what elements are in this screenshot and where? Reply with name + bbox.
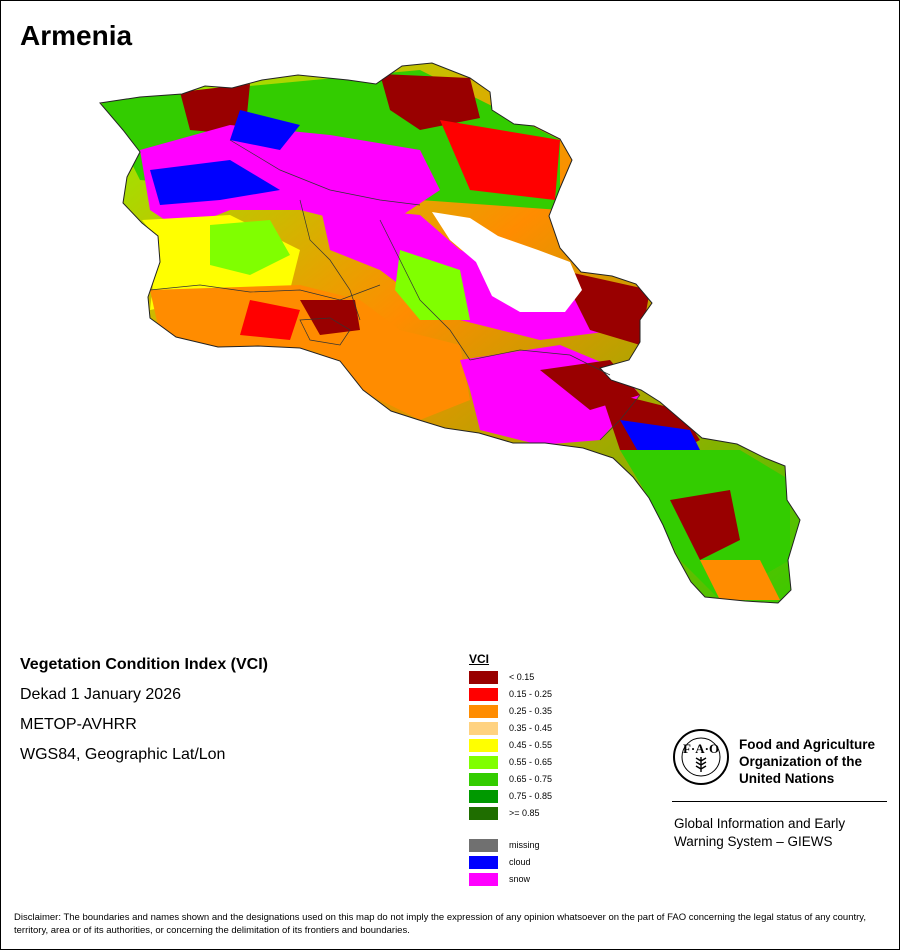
legend-label: snow <box>509 874 531 884</box>
legend-class-row: 0.75 - 0.85 <box>469 789 552 806</box>
legend-class-row: 0.55 - 0.65 <box>469 755 552 772</box>
period: Dekad 1 January 2026 <box>20 686 181 703</box>
fao-logo-letters: F·A·O <box>683 741 719 756</box>
legend-special-row: snow <box>469 872 530 889</box>
fao-logo: F·A·O <box>673 729 729 785</box>
raster-n-lowvci <box>380 74 480 130</box>
legend-swatch <box>469 739 498 752</box>
wheat-icon <box>695 757 707 772</box>
province-boundaries <box>149 139 641 441</box>
legend: VCI < 0.15 0.15 - 0.25 0.25 - 0.35 0.35 - 0… <box>469 652 552 889</box>
legend-label: 0.25 - 0.35 <box>509 706 553 716</box>
divider <box>672 801 887 802</box>
legend-swatch <box>469 705 498 718</box>
raster-west-green <box>210 220 290 275</box>
legend-classes: < 0.15 0.15 - 0.25 0.25 - 0.35 0.35 - 0.45 0… <box>469 670 552 823</box>
vci-raster <box>100 63 800 603</box>
raster-cloud-south <box>620 420 700 455</box>
raster-east-lowvci <box>560 270 650 345</box>
legend-class-row: 0.35 - 0.45 <box>469 721 552 738</box>
legend-swatch <box>469 807 498 820</box>
legend-class-row: 0.25 - 0.35 <box>469 704 552 721</box>
legend-swatch <box>469 671 498 684</box>
legend-label: missing <box>509 840 540 850</box>
legend-class-row: 0.15 - 0.25 <box>469 687 552 704</box>
raster-yerevan-lowvci <box>300 300 360 335</box>
legend-label: < 0.15 <box>509 672 535 682</box>
legend-label: 0.55 - 0.65 <box>509 757 553 767</box>
legend-class-row: 0.45 - 0.55 <box>469 738 552 755</box>
raster-syunik-orange <box>700 560 780 600</box>
raster-cloud-north <box>150 160 280 205</box>
raster-cloud-n2 <box>230 110 300 150</box>
raster-central-green <box>395 250 470 320</box>
legend-label: 0.45 - 0.55 <box>509 740 553 750</box>
legend-swatch <box>469 790 498 803</box>
legend-class-row: >= 0.85 <box>469 806 540 823</box>
index-name: Vegetation Condition Index (VCI) <box>20 656 268 673</box>
legend-class-row: 0.65 - 0.75 <box>469 772 552 789</box>
legend-swatch <box>469 873 498 886</box>
sensor: METOP-AVHRR <box>20 716 137 733</box>
fao-name-line-3: United Nations <box>739 771 835 786</box>
giews-line-1: Global Information and Early <box>674 816 846 831</box>
legend-swatch <box>469 688 498 701</box>
legend-title: VCI <box>469 652 490 666</box>
fao-name-line-1: Food and Agriculture <box>739 737 875 752</box>
legend-label: 0.15 - 0.25 <box>509 689 553 699</box>
legend-label: 0.35 - 0.45 <box>509 723 553 733</box>
map-info: Vegetation Condition Index (VCI) Dekad 1… <box>20 656 268 776</box>
raster-valley-red <box>240 300 300 340</box>
giews-line-2: Warning System – GIEWS <box>674 834 833 849</box>
raster-valley-orange <box>150 285 470 420</box>
legend-swatch <box>469 722 498 735</box>
disclaimer: Disclaimer: The boundaries and names sho… <box>14 912 866 936</box>
legend-swatch <box>469 839 498 852</box>
giews-name: Global Information and Early Warning Sys… <box>674 815 845 851</box>
legend-label: 0.75 - 0.85 <box>509 791 553 801</box>
fao-name: Food and Agriculture Organization of the… <box>739 736 875 787</box>
legend-swatch <box>469 856 498 869</box>
vci-map <box>99 62 801 604</box>
legend-swatch <box>469 773 498 786</box>
legend-special-row: cloud <box>469 855 531 872</box>
raster-snow-north <box>140 125 440 230</box>
fao-name-line-2: Organization of the <box>739 754 862 769</box>
legend-special-row: missing <box>469 838 540 855</box>
raster-syunik-red <box>670 490 740 560</box>
lake-sevan <box>432 212 582 312</box>
country-outline <box>99 62 801 604</box>
raster-ne-red <box>440 120 560 200</box>
projection: WGS84, Geographic Lat/Lon <box>20 746 226 763</box>
legend-class-row: < 0.15 <box>469 670 534 687</box>
raster-nw-lowvci <box>180 84 250 135</box>
legend-label: 0.65 - 0.75 <box>509 774 553 784</box>
legend-label: cloud <box>509 857 531 867</box>
legend-label: >= 0.85 <box>509 808 540 818</box>
legend-swatch <box>469 756 498 769</box>
legend-special: missing cloud snow <box>469 838 540 889</box>
map-title: Armenia <box>20 20 133 51</box>
